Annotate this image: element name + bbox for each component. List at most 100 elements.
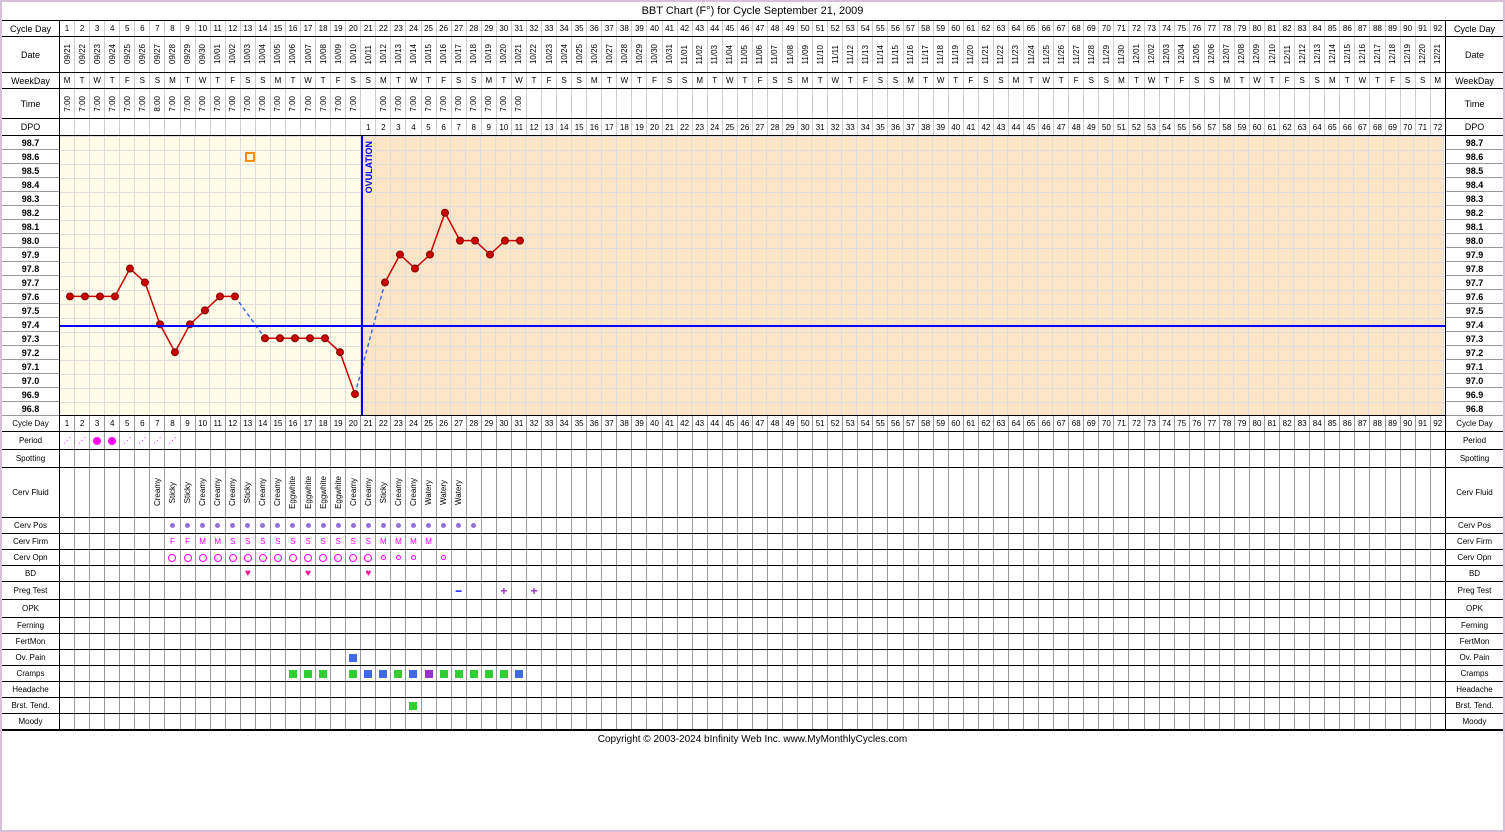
- time-cell: [798, 89, 813, 118]
- weekday-cell: T: [1370, 73, 1385, 88]
- weekday-cell: M: [376, 73, 391, 88]
- temp-tick: 98.0: [1446, 234, 1503, 248]
- cycle-day-cell: 32: [527, 21, 542, 36]
- dpo-cell: 71: [1416, 119, 1431, 135]
- time-cell: [1250, 89, 1265, 118]
- time-cell: [828, 89, 843, 118]
- dpo-cell: 53: [1145, 119, 1160, 135]
- dpo-cell: [165, 119, 180, 135]
- cycle-day-cell: 12: [226, 21, 241, 36]
- cycle-day-cell: 65: [1024, 21, 1039, 36]
- dpo-cell: 21: [663, 119, 678, 135]
- cycle-day-cell: 81: [1265, 21, 1280, 36]
- weekday-cell: T: [211, 73, 226, 88]
- cycle-day-cell: 7: [150, 21, 165, 36]
- dpo-cell: 7: [452, 119, 467, 135]
- cycle-day-cell: 54: [858, 21, 873, 36]
- cycle-day-cell: 69: [1084, 21, 1099, 36]
- time-cell: 7:00: [196, 89, 211, 118]
- weekday-cell: S: [888, 73, 903, 88]
- time-cell: [1295, 89, 1310, 118]
- time-cell: [843, 89, 858, 118]
- cerv-fluid-row: Cerv Fluid CreamyStickyStickyCreamyCream…: [2, 468, 1503, 518]
- dpo-cell: 1: [361, 119, 376, 135]
- dpo-cell: [211, 119, 226, 135]
- weekday-cell: M: [904, 73, 919, 88]
- temp-point: [111, 293, 118, 300]
- cycle-day-cell: 70: [1099, 21, 1114, 36]
- cycle-day-cell: 36: [587, 21, 602, 36]
- date-cell: 09/25: [120, 37, 135, 72]
- cycle-day-cell: 83: [1295, 21, 1310, 36]
- cycle-day-cell: 44: [708, 21, 723, 36]
- time-cell: 7:00: [482, 89, 497, 118]
- date-cell: 10/31: [663, 37, 678, 72]
- cycle-day-cell: 47: [753, 21, 768, 36]
- dpo-cell: 67: [1355, 119, 1370, 135]
- time-cell: 7:00: [391, 89, 406, 118]
- time-cell: [738, 89, 753, 118]
- cycle-day-cell: 35: [572, 21, 587, 36]
- date-cell: 12/09: [1250, 37, 1265, 72]
- date-cell: 10/20: [497, 37, 512, 72]
- footer: Copyright © 2003-2024 bInfinity Web Inc.…: [2, 730, 1503, 748]
- date-header-row: Date 09/2109/2209/2309/2409/2509/2609/27…: [2, 37, 1503, 73]
- time-cell: 7:00: [452, 89, 467, 118]
- date-cell: 09/21: [60, 37, 75, 72]
- weekday-cell: T: [286, 73, 301, 88]
- weekday-cell: M: [271, 73, 286, 88]
- dpo-cell: 29: [783, 119, 798, 135]
- temp-point: [411, 265, 418, 272]
- date-cell: 10/28: [617, 37, 632, 72]
- cycle-day-cell: 27: [452, 21, 467, 36]
- date-cell: 10/26: [587, 37, 602, 72]
- weekday-cell: T: [708, 73, 723, 88]
- date-cell: 10/23: [542, 37, 557, 72]
- temp-point: [457, 237, 464, 244]
- cycle-day-cell: 3: [90, 21, 105, 36]
- brst-tend-row: Brst. Tend. Brst. Tend.: [2, 698, 1503, 714]
- weekday-cell: M: [1114, 73, 1129, 88]
- cycle-day-cell: 38: [617, 21, 632, 36]
- temp-tick: 96.8: [2, 402, 59, 416]
- dpo-cell: 34: [858, 119, 873, 135]
- time-cell: 7:00: [105, 89, 120, 118]
- date-cell: 10/07: [301, 37, 316, 72]
- date-cell: 09/27: [150, 37, 165, 72]
- weekday-cell: F: [1175, 73, 1190, 88]
- dpo-cell: 6: [437, 119, 452, 135]
- date-cell: 12/20: [1416, 37, 1431, 72]
- cycle-day-cell: 31: [512, 21, 527, 36]
- weekday-cell: W: [90, 73, 105, 88]
- dpo-cell: 14: [557, 119, 572, 135]
- weekday-cell: T: [105, 73, 120, 88]
- temp-point: [472, 237, 479, 244]
- weekday-cell: W: [1039, 73, 1054, 88]
- dpo-cell: 56: [1190, 119, 1205, 135]
- dpo-cell: 72: [1431, 119, 1445, 135]
- weekday-cell: F: [1386, 73, 1401, 88]
- cycle-day-cell: 45: [723, 21, 738, 36]
- time-cell: [904, 89, 919, 118]
- dpo-cell: 65: [1325, 119, 1340, 135]
- temp-tick: 97.8: [1446, 262, 1503, 276]
- moody-row: Moody Moody: [2, 714, 1503, 730]
- spotting-row: Spotting Spotting: [2, 450, 1503, 468]
- weekday-cell: M: [1325, 73, 1340, 88]
- time-cell: 8:00: [150, 89, 165, 118]
- cycle-day-cell: 56: [888, 21, 903, 36]
- weekday-cell: M: [587, 73, 602, 88]
- cycle-day-cell: 14: [256, 21, 271, 36]
- cycle-day-cell: 26: [437, 21, 452, 36]
- dpo-cell: 32: [828, 119, 843, 135]
- dpo-header-row: DPO 123456789101112131415161718192021222…: [2, 119, 1503, 135]
- date-cell: 10/08: [316, 37, 331, 72]
- tracker-rows: Cycle Day 123456789101112131415161718192…: [2, 416, 1503, 730]
- time-cell: 7:00: [271, 89, 286, 118]
- time-cell: [1401, 89, 1416, 118]
- weekday-cell: T: [843, 73, 858, 88]
- time-cell: [1069, 89, 1084, 118]
- cycle-day-cell: 76: [1190, 21, 1205, 36]
- cycle-day-cell: 64: [1009, 21, 1024, 36]
- weekday-cell: F: [1069, 73, 1084, 88]
